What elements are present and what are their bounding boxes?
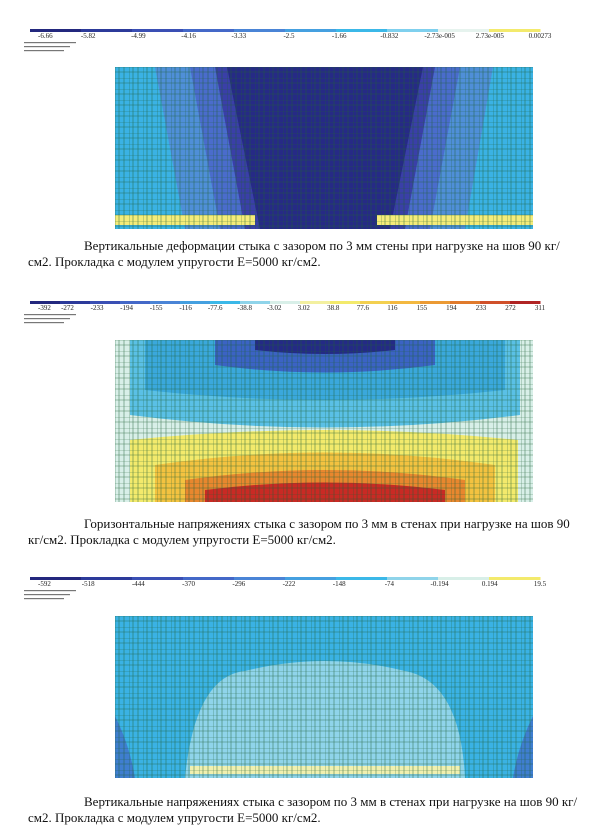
- contour-plot: [115, 67, 533, 229]
- scale-label: -4.99: [131, 32, 146, 40]
- scale-segment: [285, 29, 337, 32]
- scale-segment: [270, 301, 301, 304]
- legend-note: [24, 322, 64, 324]
- scale-label: 77.6: [357, 304, 370, 312]
- scale-label: 116: [387, 304, 398, 312]
- scale-segment: [387, 577, 439, 580]
- caption: Вертикальные деформации стыка с зазором …: [28, 238, 560, 269]
- scale-segment: [81, 29, 133, 32]
- scale-segment: [183, 577, 235, 580]
- scale-segment: [360, 301, 391, 304]
- scale-label: -518: [82, 580, 95, 588]
- scale-segment: [81, 577, 133, 580]
- scale-segment: [132, 29, 184, 32]
- scale-label: -74: [385, 580, 395, 588]
- scale-segment: [336, 29, 388, 32]
- scale-segment: [489, 29, 541, 32]
- scale-segment: [450, 301, 481, 304]
- scale-label: -0.832: [380, 32, 399, 40]
- caption: Горизонтальные напряжениях стыка с зазор…: [28, 516, 570, 547]
- scale-segment: [285, 577, 337, 580]
- scale-label: 0.00273: [529, 32, 552, 40]
- scale-label: -1.66: [332, 32, 347, 40]
- contour-plot: [115, 340, 533, 502]
- scale-segment: [180, 301, 211, 304]
- scale-label: -5.82: [81, 32, 96, 40]
- scale-label: -296: [232, 580, 245, 588]
- scale-label: -370: [182, 580, 195, 588]
- scale-label: -4.16: [181, 32, 196, 40]
- scale-label: 19.5: [534, 580, 547, 588]
- scale-label: 3.02: [298, 304, 311, 312]
- legend-note: [24, 314, 76, 316]
- scale-segment: [438, 29, 490, 32]
- scale-label: -2.73e-005: [424, 32, 455, 40]
- legend-note: [24, 594, 70, 596]
- color-scale: -392 -272 -233 -194 -155 -116 -77.6 -38.8 -3.02 3…: [24, 301, 546, 324]
- scale-segment: [234, 29, 286, 32]
- scale-label: -148: [333, 580, 346, 588]
- scale-segment: [300, 301, 331, 304]
- scale-label: 155: [417, 304, 428, 312]
- scale-label: -0.194: [431, 580, 450, 588]
- scale-label: -3.02: [267, 304, 282, 312]
- scale-segment: [387, 29, 439, 32]
- scale-label: -272: [61, 304, 74, 312]
- legend-note: [24, 598, 64, 600]
- scale-label: -3.33: [232, 32, 247, 40]
- scale-segment: [390, 301, 421, 304]
- scale-label: -77.6: [208, 304, 223, 312]
- scale-label: -592: [38, 580, 51, 588]
- scale-segment: [90, 301, 121, 304]
- scale-segment: [30, 577, 82, 580]
- scale-segment: [510, 301, 541, 304]
- scale-segment: [150, 301, 181, 304]
- legend-note: [24, 318, 70, 320]
- legend-note: [24, 590, 76, 592]
- scale-segment: [30, 301, 61, 304]
- scale-label: 0.194: [482, 580, 498, 588]
- scale-label: -444: [132, 580, 145, 588]
- scale-segment: [60, 301, 91, 304]
- scale-label: 2.73e-005: [476, 32, 505, 40]
- caption: Вертикальные напряжениях стыка с зазором…: [28, 794, 578, 825]
- scale-label: -2.5: [283, 32, 295, 40]
- scale-segment: [336, 577, 388, 580]
- scale-label: -155: [150, 304, 163, 312]
- color-scale: -592 -518 -444 -370 -296 -222 -148 -74 -0.194 0.1…: [24, 577, 547, 600]
- scale-label: -222: [283, 580, 296, 588]
- scale-label: -233: [91, 304, 104, 312]
- scale-label: -194: [120, 304, 133, 312]
- scale-segment: [210, 301, 241, 304]
- scale-label: 194: [446, 304, 457, 312]
- color-scale: -6.66 -5.82 -4.99 -4.16 -3.33 -2.5 -1.66 -0.832…: [24, 29, 552, 52]
- scale-label: 38.8: [327, 304, 340, 312]
- scale-segment: [480, 301, 511, 304]
- scale-segment: [234, 577, 286, 580]
- scale-label: 272: [505, 304, 516, 312]
- scale-label: -116: [179, 304, 192, 312]
- scale-label: -38.8: [237, 304, 252, 312]
- scale-label: 233: [476, 304, 487, 312]
- legend-note: [24, 46, 70, 48]
- legend-note: [24, 50, 64, 52]
- scale-segment: [120, 301, 151, 304]
- scale-segment: [420, 301, 451, 304]
- scale-label: 311: [535, 304, 546, 312]
- contour-plot: [115, 616, 533, 778]
- scale-label: -6.66: [38, 32, 53, 40]
- scale-segment: [183, 29, 235, 32]
- scale-segment: [438, 577, 490, 580]
- scale-segment: [330, 301, 361, 304]
- scale-segment: [489, 577, 541, 580]
- legend-note: [24, 42, 76, 44]
- scale-label: -392: [38, 304, 51, 312]
- scale-segment: [240, 301, 271, 304]
- scale-segment: [30, 29, 82, 32]
- scale-segment: [132, 577, 184, 580]
